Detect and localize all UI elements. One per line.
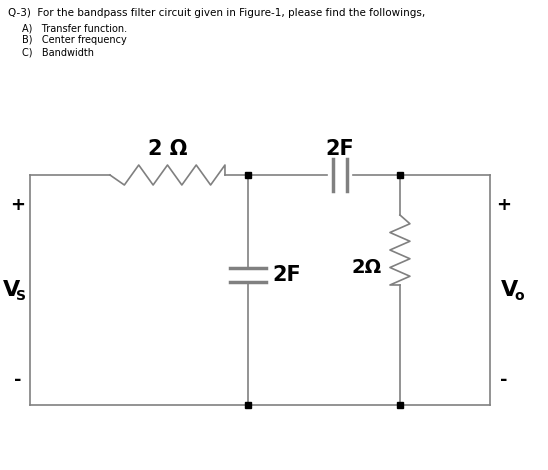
Text: 2F: 2F (326, 139, 355, 159)
Text: A)   Transfer function.: A) Transfer function. (22, 23, 127, 33)
Text: -: - (14, 371, 22, 389)
Text: S: S (16, 289, 26, 303)
Text: 2F: 2F (272, 265, 301, 285)
Text: 2Ω: 2Ω (352, 258, 382, 277)
Text: o: o (514, 289, 524, 303)
Text: V: V (501, 280, 518, 300)
Text: +: + (10, 196, 26, 214)
Text: +: + (496, 196, 511, 214)
Text: Q-3)  For the bandpass filter circuit given in Figure-1, please find the followi: Q-3) For the bandpass filter circuit giv… (8, 8, 425, 18)
Text: -: - (500, 371, 507, 389)
Text: V: V (3, 280, 21, 300)
Text: C)   Bandwidth: C) Bandwidth (22, 47, 94, 57)
Text: 2 Ω: 2 Ω (148, 139, 187, 159)
Text: B)   Center frequency: B) Center frequency (22, 35, 127, 45)
